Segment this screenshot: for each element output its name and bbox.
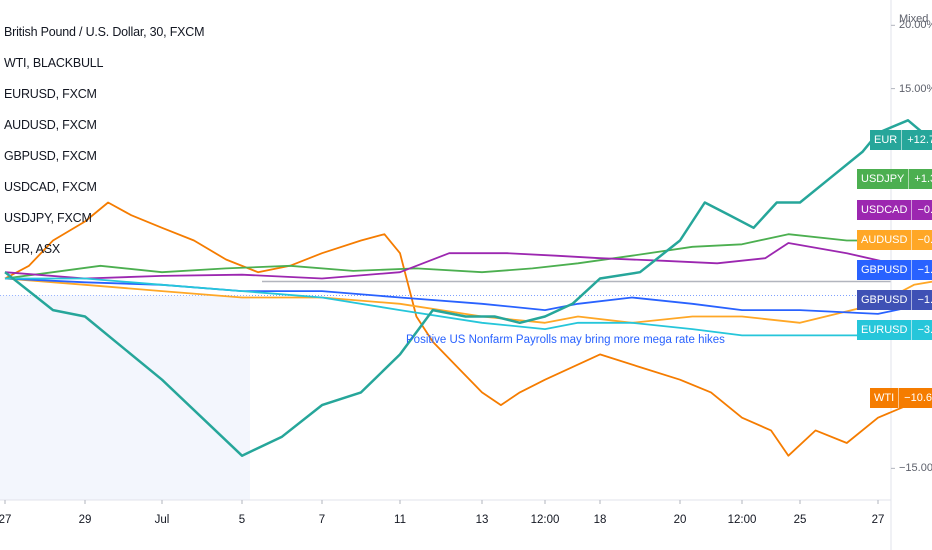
badge-name: GBPUSD [857,260,912,280]
badge-name: USDCAD [857,200,912,220]
price-badge-usdcad[interactable]: USDCAD−0.18% [857,200,932,220]
badge-value: −10.61% [899,388,932,408]
x-tick-label: 18 [594,514,607,526]
legend-item[interactable]: GBPUSD, FXCM [4,144,204,175]
x-tick-label: Jul [155,514,170,526]
badge-value: −1.72% [912,260,932,280]
x-tick-label: 11 [394,514,406,526]
badge-value: −0.18% [912,200,932,220]
badge-name: USDJPY [857,169,909,189]
badge-value: +12.70% [902,130,932,150]
x-tick-label: 27 [0,514,11,526]
x-tick-label: 12:00 [531,514,560,526]
badge-name: WTI [870,388,899,408]
x-tick-label: 12:00 [728,514,757,526]
badge-name: GBPUSD [857,290,912,310]
y-tick-label: 20.00% [899,19,932,31]
legend: British Pound / U.S. Dollar, 30, FXCM WT… [4,20,204,268]
price-badge-audusd[interactable]: AUDUSD−0.24% [857,230,932,250]
badge-name: AUDUSD [857,230,912,250]
news-annotation[interactable]: Positive US Nonfarm Payrolls may bring m… [406,334,725,346]
price-badge-wti[interactable]: WTI−10.61% [870,388,932,408]
x-tick-label: 29 [79,514,92,526]
y-tick-label: −15.00% [899,462,932,474]
legend-item[interactable]: WTI, BLACKBULL [4,51,204,82]
badge-value: −1.72% [912,290,932,310]
badge-value: −0.24% [912,230,932,250]
price-badge-gbpusd[interactable]: GBPUSD−1.72% [857,290,932,310]
legend-item[interactable]: USDJPY, FXCM [4,206,204,237]
price-badge-gbpusd[interactable]: GBPUSD−1.72% [857,260,932,280]
x-tick-label: 25 [794,514,807,526]
x-tick-label: 27 [872,514,885,526]
badge-value: +1.36% [909,169,932,189]
price-badge-eurusd[interactable]: EURUSD−3.68% [857,320,932,340]
badge-name: EUR [870,130,902,150]
price-badge-usdjpy[interactable]: USDJPY+1.36% [857,169,932,189]
legend-item[interactable]: AUDUSD, FXCM [4,113,204,144]
badge-name: EURUSD [857,320,912,340]
badge-value: −3.68% [912,320,932,340]
price-badge-eur[interactable]: EUR+12.70% [870,130,932,150]
legend-item[interactable]: EUR, ASX [4,237,204,268]
x-tick-label: 7 [319,514,325,526]
x-tick-label: 13 [476,514,489,526]
x-tick-label: 20 [674,514,687,526]
area-shading [0,295,250,500]
y-tick-label: 15.00% [899,83,932,95]
legend-item[interactable]: EURUSD, FXCM [4,82,204,113]
legend-item[interactable]: USDCAD, FXCM [4,175,204,206]
legend-item[interactable]: British Pound / U.S. Dollar, 30, FXCM [4,20,204,51]
x-tick-label: 5 [239,514,245,526]
